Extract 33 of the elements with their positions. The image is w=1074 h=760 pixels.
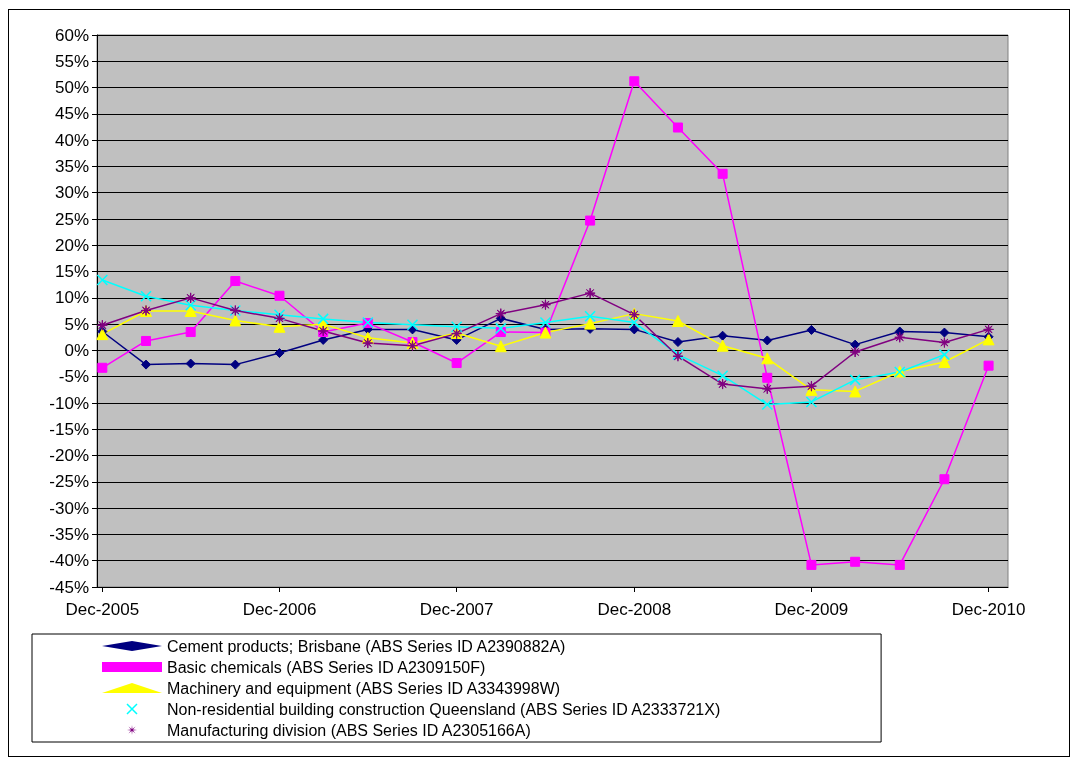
- y-tick-label: -35%: [49, 524, 89, 544]
- legend-label: Manufacturing division (ABS Series ID A2305166A): [167, 721, 531, 739]
- y-tick-label: 25%: [54, 209, 89, 229]
- y-tick-label: 10%: [54, 288, 89, 308]
- legend-label: Machinery and equipment (ABS Series ID A3343998W): [167, 679, 561, 697]
- y-tick-label: 0%: [64, 340, 89, 360]
- y-tick-label: -30%: [49, 498, 89, 518]
- x-tick-label: Dec-2006: [242, 600, 317, 619]
- x-tick-label: Dec-2009: [774, 600, 849, 619]
- y-tick-label: 60%: [54, 25, 89, 45]
- y-tick-label: -15%: [49, 419, 89, 439]
- y-tick-label: -5%: [58, 367, 89, 387]
- legend-label: Non-residential building construction Queensland (ABS Series ID A2333721X): [167, 700, 721, 718]
- y-tick-label: 35%: [54, 156, 89, 176]
- y-tick-label: 5%: [64, 314, 89, 334]
- y-tick-label: -40%: [49, 551, 89, 571]
- y-tick-label: 50%: [54, 78, 89, 98]
- y-tick-label: 20%: [54, 235, 89, 255]
- legend-label: Basic chemicals (ABS Series ID A2309150F): [167, 658, 486, 676]
- x-tick-label: Dec-2005: [65, 600, 140, 619]
- y-tick-label: -45%: [49, 577, 89, 597]
- x-tick-label: Dec-2008: [597, 600, 672, 619]
- y-tick-label: 40%: [54, 130, 89, 150]
- legend-label: Cement products; Brisbane (ABS Series ID A2390882A): [167, 637, 566, 655]
- y-tick-label: 45%: [54, 104, 89, 124]
- y-tick-label: 15%: [54, 262, 89, 282]
- y-tick-label: 55%: [54, 51, 89, 71]
- y-tick-label: -10%: [49, 393, 89, 413]
- x-tick-label: Dec-2010: [951, 600, 1026, 619]
- y-tick-label: 30%: [54, 183, 89, 203]
- y-tick-label: -20%: [49, 446, 89, 466]
- x-tick-label: Dec-2007: [419, 600, 494, 619]
- y-tick-label: -25%: [49, 472, 89, 492]
